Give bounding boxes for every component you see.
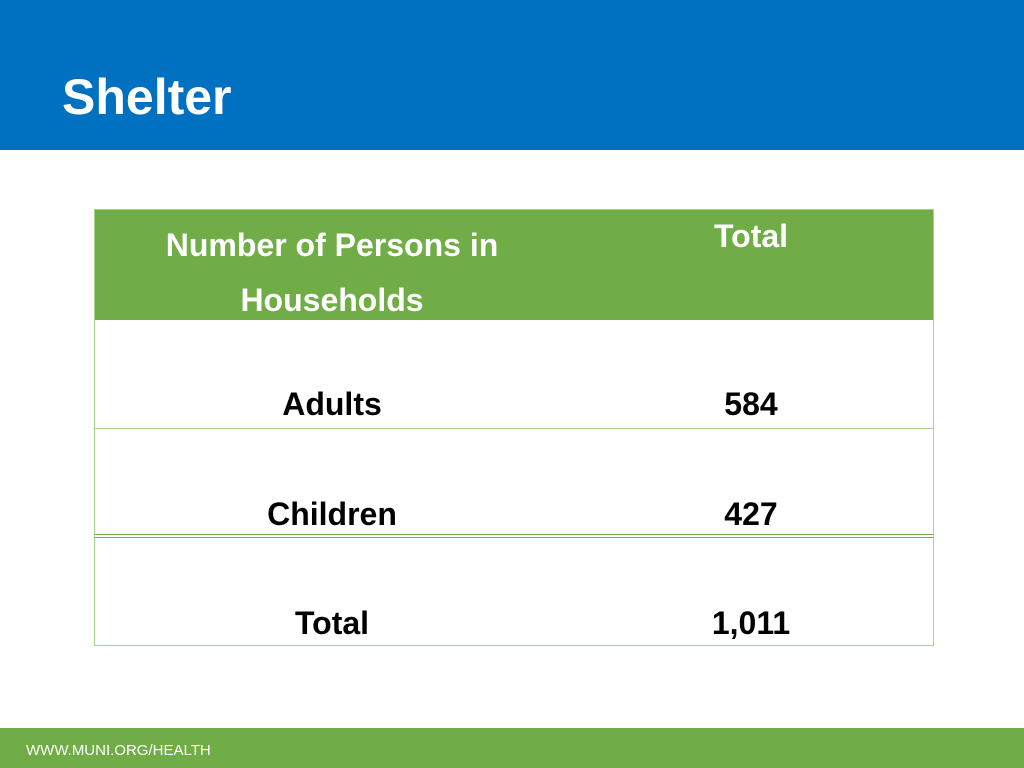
- row-value-total: 1,011: [711, 605, 791, 641]
- row-label-total: Total: [294, 605, 370, 641]
- table-header-row: Number of Persons in Households Total: [95, 210, 933, 320]
- row-value-adults: 584: [724, 386, 778, 422]
- footer-bar: WWW.MUNI.ORG/HEALTH: [0, 728, 1024, 768]
- footer-url: WWW.MUNI.ORG/HEALTH: [26, 742, 211, 759]
- header-total: Total: [713, 218, 789, 254]
- table-row-adults: Adults 584: [95, 320, 933, 429]
- row-value-children: 427: [724, 496, 778, 532]
- header-persons-in-households: Number of Persons in Households: [165, 227, 499, 318]
- row-label-adults: Adults: [282, 386, 382, 422]
- table-row-children: Children 427: [95, 429, 933, 538]
- header-banner: Shelter: [0, 0, 1024, 150]
- slide-title: Shelter: [62, 69, 232, 125]
- shelter-table: Number of Persons in Households Total Ad…: [94, 209, 934, 646]
- row-label-children: Children: [267, 496, 397, 532]
- table-row-total: Total 1,011: [95, 538, 933, 645]
